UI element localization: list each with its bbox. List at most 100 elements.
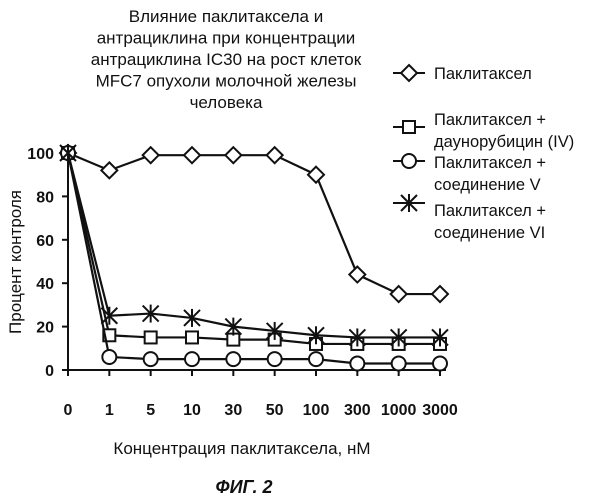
marker-circle [101, 348, 118, 365]
chart-title-line: антрациклина при концентрации [97, 29, 356, 48]
x-tick-label: 30 [224, 402, 242, 419]
series-line [67, 151, 440, 296]
data-point [265, 145, 285, 165]
marker-circle [432, 355, 448, 372]
data-point [183, 308, 201, 327]
y-tick-label: 80 [36, 189, 54, 206]
data-point [307, 326, 325, 345]
data-point [430, 284, 450, 304]
data-point [142, 351, 159, 368]
data-point [306, 165, 326, 185]
legend-marker [401, 153, 417, 169]
chart-title: Влияние паклитаксела и антрациклина при к… [91, 7, 362, 112]
legend-label: Паклитаксел + соединение VI [434, 202, 546, 242]
marker-circle [390, 355, 407, 372]
marker-diamond [399, 63, 419, 83]
series-diamond [58, 143, 450, 304]
marker-diamond [306, 165, 326, 185]
marker-circle [225, 351, 242, 368]
x-axis-label: Концентрация паклитаксела, нМ [113, 439, 370, 458]
x-tick-label: 1000 [381, 402, 417, 419]
figure-label: ФИГ. 2 [216, 477, 273, 497]
data-point [224, 317, 243, 336]
data-point [308, 351, 324, 368]
data-point [100, 306, 119, 325]
marker-diamond [430, 284, 450, 304]
data-point [225, 351, 242, 368]
chart-series [58, 143, 450, 372]
data-point [348, 328, 367, 347]
data-point [141, 145, 161, 165]
data-point [265, 321, 284, 340]
data-point [432, 355, 448, 372]
marker-diamond [141, 145, 161, 165]
chart-title-line: MFC7 опухоли молочной железы [96, 72, 357, 91]
marker-square [402, 120, 416, 134]
y-tick-label: 60 [36, 233, 54, 250]
data-point [349, 355, 366, 372]
series-line [66, 152, 440, 339]
marker-circle [142, 351, 159, 368]
chart-title-line: человека [190, 93, 263, 112]
x-tick-label: 1 [105, 402, 114, 419]
x-tick-label: 0 [64, 402, 73, 419]
x-tick-label: 3000 [422, 402, 458, 419]
data-point [223, 145, 243, 165]
x-tick-label: 300 [344, 402, 371, 419]
marker-diamond [265, 145, 285, 165]
marker-circle [184, 351, 200, 368]
data-point [99, 160, 119, 180]
data-point [59, 144, 77, 162]
data-point [182, 145, 202, 165]
legend-marker [402, 120, 416, 134]
series-star [59, 144, 449, 347]
data-point [431, 328, 449, 347]
marker-diamond [182, 145, 202, 165]
legend-label: Паклитаксел [434, 65, 532, 83]
legend-label: Паклитаксел + соединение V [434, 154, 546, 194]
chart-legend: Паклитаксел Паклитаксел + даунорубицин (IV… [393, 63, 574, 242]
data-point [184, 351, 200, 368]
legend-entry: Паклитаксел + соединение VI [393, 194, 546, 242]
legend-label: Паклитаксел + даунорубицин (IV) [434, 111, 574, 151]
x-tick-label: 50 [266, 402, 284, 419]
data-point [389, 328, 408, 347]
marker-circle [349, 355, 366, 372]
x-tick-label: 10 [183, 402, 201, 419]
marker-diamond [99, 160, 119, 180]
y-tick-label: 100 [27, 146, 54, 163]
legend-marker [400, 194, 418, 212]
series-line [66, 152, 440, 365]
data-point [185, 330, 199, 345]
data-point [347, 265, 367, 284]
data-point [389, 284, 409, 304]
marker-diamond [347, 265, 367, 284]
marker-diamond [223, 145, 243, 165]
marker-square [143, 330, 158, 345]
data-point [141, 304, 160, 323]
chart-title-line: антрациклина IC30 на рост клеток [91, 50, 362, 69]
legend-entry: Паклитаксел + даунорубицин (IV) [393, 111, 574, 151]
series-square [61, 146, 447, 351]
marker-diamond [389, 284, 409, 304]
legend-entry: Паклитаксел [393, 63, 532, 83]
marker-circle [308, 351, 324, 368]
marker-square [185, 330, 199, 345]
legend-entry: Паклитаксел + соединение V [393, 153, 546, 194]
data-point [390, 355, 407, 372]
data-point [266, 351, 283, 368]
marker-circle [266, 351, 283, 368]
series-line [66, 152, 440, 346]
x-tick-label: 100 [303, 402, 330, 419]
y-tick-label: 40 [36, 276, 54, 293]
y-tick-label: 0 [45, 363, 54, 380]
legend-marker [399, 63, 419, 83]
y-axis-label: Процент контроля [6, 190, 25, 334]
y-tick-label: 20 [36, 320, 54, 337]
data-point [101, 348, 118, 365]
marker-circle [401, 153, 417, 169]
x-tick-label: 5 [146, 402, 155, 419]
